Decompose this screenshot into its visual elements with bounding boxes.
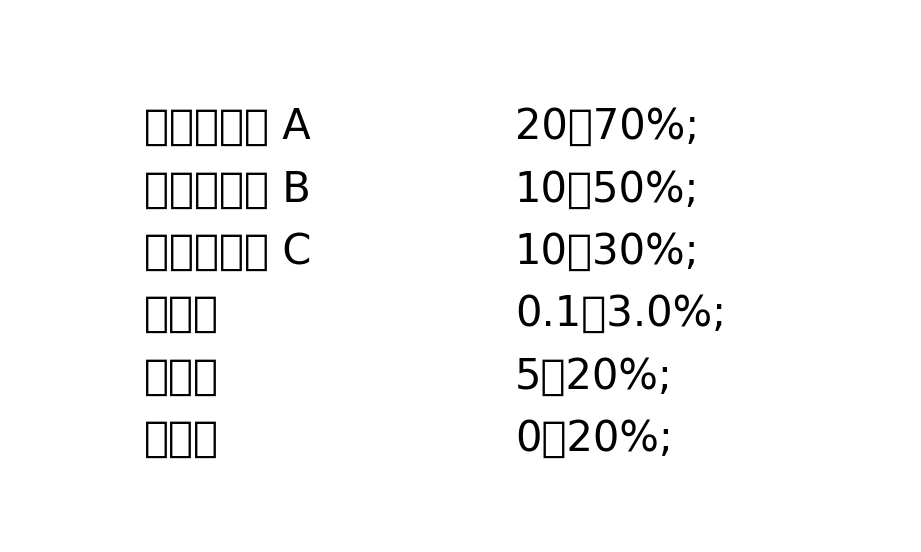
Text: 5～20%;: 5～20%; [515, 355, 672, 397]
Text: 聚醚多元醇 B: 聚醚多元醇 B [144, 168, 310, 210]
Text: 0～20%;: 0～20%; [515, 418, 672, 460]
Text: 20～70%;: 20～70%; [515, 106, 699, 148]
Text: 增韧剂: 增韧剂 [144, 418, 218, 460]
Text: 10～50%;: 10～50%; [515, 168, 699, 210]
Text: 阻燃剂: 阻燃剂 [144, 355, 218, 397]
Text: 0.1～3.0%;: 0.1～3.0%; [515, 293, 726, 335]
Text: 催化剂: 催化剂 [144, 293, 218, 335]
Text: 聚醚多元醇 A: 聚醚多元醇 A [144, 106, 310, 148]
Text: 10～30%;: 10～30%; [515, 231, 699, 273]
Text: 聚醚多元醇 C: 聚醚多元醇 C [144, 231, 311, 273]
